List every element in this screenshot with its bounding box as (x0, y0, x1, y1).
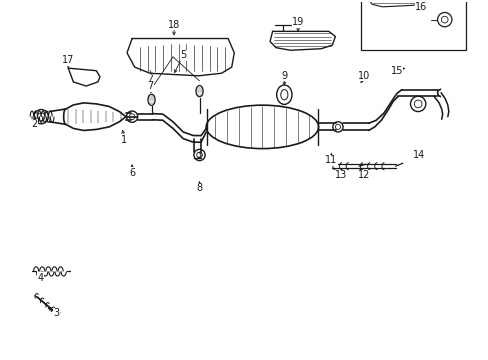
Text: 19: 19 (291, 17, 304, 27)
Text: 13: 13 (335, 170, 347, 180)
Bar (360, 0, 465, 50)
Text: 10: 10 (358, 71, 370, 81)
Text: 4: 4 (37, 273, 43, 283)
Text: 17: 17 (62, 55, 74, 66)
Text: 12: 12 (358, 170, 370, 180)
Text: 7: 7 (146, 81, 153, 91)
Text: 9: 9 (281, 71, 287, 81)
Text: 18: 18 (167, 20, 180, 30)
Text: 1: 1 (121, 135, 127, 145)
Text: 6: 6 (129, 168, 135, 178)
Text: 15: 15 (390, 66, 402, 76)
Text: 3: 3 (53, 308, 60, 318)
Text: 8: 8 (196, 183, 202, 193)
Text: 5: 5 (180, 50, 186, 60)
Text: 2: 2 (31, 119, 37, 129)
Text: 14: 14 (412, 150, 425, 160)
Text: 16: 16 (414, 2, 427, 12)
Ellipse shape (206, 105, 318, 149)
Text: 11: 11 (325, 155, 337, 165)
